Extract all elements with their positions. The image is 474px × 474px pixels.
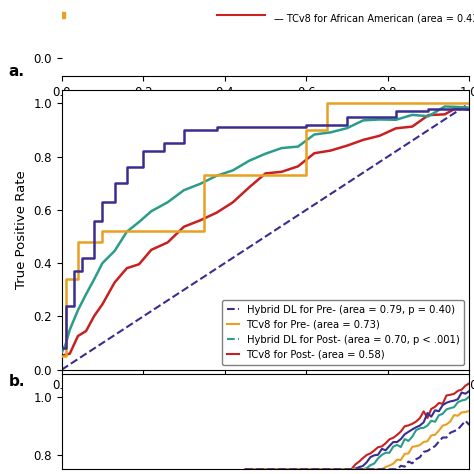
- Text: a.: a.: [9, 64, 25, 79]
- Text: b.: b.: [9, 374, 25, 390]
- X-axis label: False Positive Rate: False Positive Rate: [204, 398, 327, 411]
- X-axis label: False Positive Rate: False Positive Rate: [204, 104, 327, 117]
- Y-axis label: True Positive Rate: True Positive Rate: [15, 171, 27, 289]
- Text: — TCv8 for African American (area = 0.43): — TCv8 for African American (area = 0.43…: [273, 14, 474, 24]
- Legend: Hybrid DL for Pre- (area = 0.79, p = 0.40), TCv8 for Pre- (area = 0.73), Hybrid : Hybrid DL for Pre- (area = 0.79, p = 0.4…: [221, 300, 464, 365]
